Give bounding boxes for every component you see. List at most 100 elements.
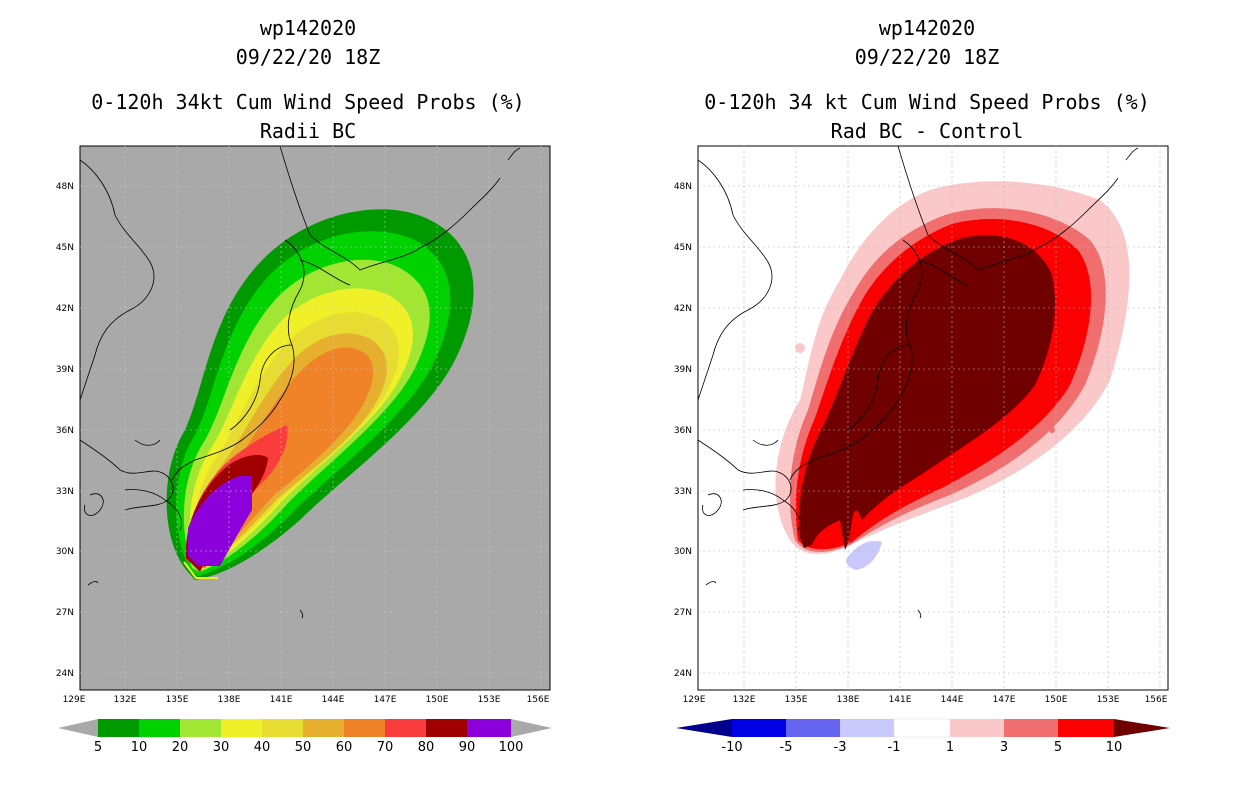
left-ytick: 27N xyxy=(56,608,74,618)
right-ytick: 48N xyxy=(674,182,692,192)
right-colorbar-label: -10 xyxy=(721,740,742,755)
right-colorbar-label: 5 xyxy=(1054,740,1062,755)
left-ytick: 33N xyxy=(56,487,74,497)
right-colorbar-swatch xyxy=(840,719,894,737)
left-colorbar-label: 5 xyxy=(94,740,102,755)
left-colorbar-label: 100 xyxy=(499,740,524,755)
right-ytick: 27N xyxy=(674,608,692,618)
right-xtick: 129E xyxy=(683,695,706,705)
left-colorbar-label: 90 xyxy=(459,740,476,755)
right-colorbar-label: -1 xyxy=(888,740,901,755)
right-xtick: 144E xyxy=(941,695,964,705)
right-xtick: 138E xyxy=(837,695,860,705)
left-title-line3: 0-120h 34kt Cum Wind Speed Probs (%) xyxy=(91,90,525,114)
left-colorbar: 5 10 20 30 40 50 60 70 80 90 100 xyxy=(58,719,552,755)
right-y-axis: 48N 45N 42N 39N 36N 33N 30N 27N 24N xyxy=(674,182,692,679)
right-title-line4: Rad BC - Control xyxy=(830,119,1024,143)
right-colorbar-swatch xyxy=(732,719,786,737)
left-xtick: 129E xyxy=(63,695,86,705)
left-colorbar-swatch xyxy=(262,719,303,737)
right-title-line1: wp142020 xyxy=(878,16,976,40)
right-xtick: 135E xyxy=(785,695,808,705)
right-ytick: 39N xyxy=(674,365,692,375)
left-map: 129E 132E 135E 138E 141E 144E 147E 150E … xyxy=(56,145,552,755)
left-colorbar-swatch xyxy=(221,719,262,737)
left-contour-rim xyxy=(183,561,218,579)
right-gridlines xyxy=(698,146,1168,690)
right-ytick: 30N xyxy=(674,547,692,557)
left-x-axis: 129E 132E 135E 138E 141E 144E 147E 150E … xyxy=(63,695,550,705)
left-colorbar-label: 70 xyxy=(377,740,394,755)
left-xtick: 144E xyxy=(322,695,345,705)
right-xtick: 150E xyxy=(1045,695,1068,705)
left-ytick: 48N xyxy=(56,182,74,192)
right-xtick: 132E xyxy=(733,695,756,705)
right-colorbar-swatch xyxy=(1058,719,1114,737)
left-contour-90 xyxy=(188,476,252,566)
right-ytick: 33N xyxy=(674,487,692,497)
right-xtick: 153E xyxy=(1097,695,1120,705)
left-ytick: 39N xyxy=(56,365,74,375)
left-colorbar-max-arrow xyxy=(511,719,552,737)
right-colorbar-label: -5 xyxy=(780,740,793,755)
right-colorbar-label: 10 xyxy=(1106,740,1123,755)
right-contour-10 xyxy=(799,235,1056,550)
left-title-line2: 09/22/20 18Z xyxy=(235,45,381,69)
left-colorbar-swatch xyxy=(467,719,511,737)
left-colorbar-swatch xyxy=(344,719,385,737)
left-xtick: 150E xyxy=(426,695,449,705)
right-colorbar-label: 1 xyxy=(946,740,954,755)
right-map: 129E 132E 135E 138E 141E 144E 147E 150E … xyxy=(674,145,1170,755)
right-contour-spot xyxy=(795,343,805,353)
left-title-line4: Radii BC xyxy=(259,119,357,143)
right-colorbar-swatch xyxy=(786,719,840,737)
right-negative-contour xyxy=(846,540,882,570)
left-colorbar-label: 40 xyxy=(254,740,271,755)
left-colorbar-swatch xyxy=(426,719,467,737)
right-difference-contours xyxy=(775,181,1130,570)
left-ytick: 24N xyxy=(56,669,74,679)
left-xtick: 141E xyxy=(270,695,293,705)
right-colorbar-max-arrow xyxy=(1114,719,1170,737)
left-colorbar-label: 30 xyxy=(213,740,230,755)
left-colorbar-label: 80 xyxy=(418,740,435,755)
right-title-line3: 0-120h 34 kt Cum Wind Speed Probs (%) xyxy=(704,90,1150,114)
left-probability-contours xyxy=(166,209,474,581)
right-contour-spot xyxy=(1049,427,1055,433)
left-colorbar-swatch xyxy=(180,719,221,737)
left-ytick: 30N xyxy=(56,547,74,557)
right-x-axis: 129E 132E 135E 138E 141E 144E 147E 150E … xyxy=(683,695,1168,705)
left-colorbar-label: 20 xyxy=(172,740,189,755)
left-coastlines xyxy=(80,146,521,619)
left-xtick: 132E xyxy=(114,695,137,705)
right-title-line2: 09/22/20 18Z xyxy=(854,45,1000,69)
left-ytick: 42N xyxy=(56,304,74,314)
left-title-line1: wp142020 xyxy=(259,16,357,40)
left-xtick: 147E xyxy=(374,695,397,705)
left-colorbar-label: 50 xyxy=(295,740,312,755)
right-colorbar-min-arrow xyxy=(676,719,732,737)
right-colorbar-swatch xyxy=(1004,719,1058,737)
left-xtick: 156E xyxy=(527,695,550,705)
left-gridlines xyxy=(80,146,550,690)
left-ytick: 45N xyxy=(56,243,74,253)
right-coastlines xyxy=(698,146,1139,619)
left-colorbar-swatch xyxy=(98,719,139,737)
right-colorbar-swatch xyxy=(950,719,1004,737)
left-colorbar-label: 60 xyxy=(336,740,353,755)
left-colorbar-swatch xyxy=(303,719,344,737)
right-ytick: 36N xyxy=(674,426,692,436)
right-ytick: 42N xyxy=(674,304,692,314)
left-xtick: 153E xyxy=(478,695,501,705)
right-colorbar-label: -3 xyxy=(834,740,847,755)
right-xtick: 147E xyxy=(993,695,1016,705)
left-ytick: 36N xyxy=(56,426,74,436)
right-colorbar: -10 -5 -3 -1 1 3 5 10 xyxy=(676,718,1170,755)
left-colorbar-swatch xyxy=(385,719,426,737)
right-xtick: 156E xyxy=(1145,695,1168,705)
left-colorbar-label: 10 xyxy=(131,740,148,755)
left-colorbar-min-arrow xyxy=(58,719,98,737)
right-ytick: 45N xyxy=(674,243,692,253)
right-ytick: 24N xyxy=(674,669,692,679)
